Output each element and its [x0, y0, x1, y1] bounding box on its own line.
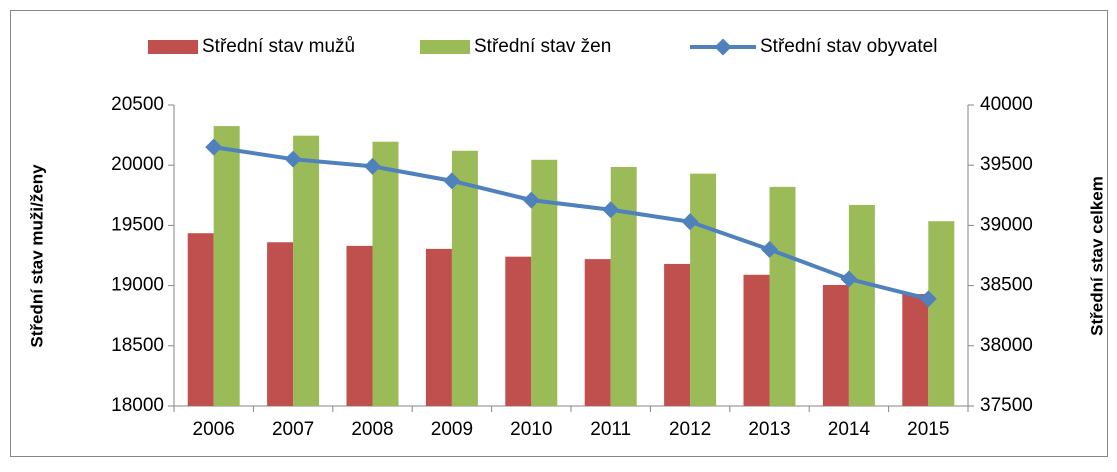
bar [610, 167, 637, 406]
x-tick-label: 2010 [510, 419, 552, 440]
y-tick-label: 19500 [111, 214, 164, 235]
line [213, 145, 929, 301]
y-tick-label: 20000 [111, 154, 164, 175]
x-tick-label: 2011 [590, 419, 631, 440]
bar [584, 259, 611, 406]
x-tick-label: 2006 [193, 419, 235, 440]
bar [425, 248, 452, 406]
bar [902, 294, 929, 406]
y-tick-label: 18500 [111, 335, 164, 356]
line-marker [602, 201, 620, 219]
bar [690, 173, 717, 406]
y2-tick-label: 40000 [980, 94, 1033, 115]
legend-label: Střední stav mužů [202, 36, 355, 57]
bar [664, 263, 691, 406]
line-marker [761, 240, 778, 258]
line-marker [364, 157, 381, 175]
x-tick-label: 2009 [431, 419, 473, 440]
legend-label: Střední stav žen [474, 36, 611, 57]
bar [213, 126, 240, 406]
bar [346, 245, 373, 406]
legend-swatch [148, 40, 198, 54]
legend-label: Střední stav obyvatel [760, 36, 937, 57]
x-tick-label: 2013 [748, 419, 790, 440]
x-tick-label: 2007 [272, 419, 314, 440]
y2-tick-label: 38500 [980, 275, 1033, 296]
bar [267, 242, 294, 406]
bar [928, 221, 955, 406]
bar [822, 284, 849, 406]
line-marker [919, 290, 937, 308]
y2-tick-label: 38000 [980, 335, 1033, 356]
legend-swatch [420, 40, 470, 54]
line-marker [284, 150, 302, 168]
x-tick-label: 2015 [907, 419, 949, 440]
legend-swatch [714, 38, 732, 56]
bar [187, 233, 214, 406]
y-tick-label: 19000 [111, 275, 164, 296]
bar [372, 141, 399, 407]
bar [769, 186, 796, 406]
line-marker [522, 191, 540, 209]
bar [505, 256, 532, 406]
line-marker [681, 213, 699, 231]
x-tick-label: 2008 [351, 419, 393, 440]
y2-axis-title: Střední stav celkem [1087, 176, 1106, 336]
y2-tick-label: 37500 [980, 395, 1033, 416]
line-marker [205, 138, 223, 156]
x-tick-label: 2014 [828, 419, 871, 440]
y-axis-title: Střední stav muži/ženy [27, 164, 46, 348]
y2-tick-label: 39500 [980, 154, 1033, 175]
x-tick-label: 2012 [669, 419, 711, 440]
bar [451, 150, 478, 406]
line-marker [443, 172, 461, 190]
y-tick-label: 18000 [111, 395, 164, 416]
bar [848, 204, 875, 406]
y-tick-label: 20500 [111, 94, 164, 115]
y2-tick-label: 39000 [980, 214, 1033, 235]
line-marker [840, 270, 858, 288]
bar [293, 135, 320, 406]
bar [743, 274, 770, 406]
